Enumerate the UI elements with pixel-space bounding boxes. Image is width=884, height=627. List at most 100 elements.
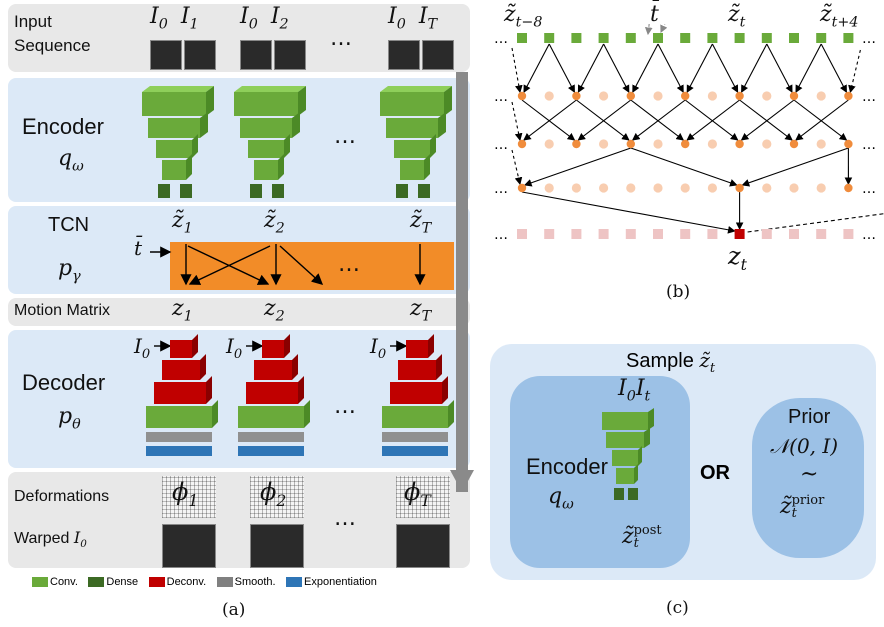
encoder-stack-3: [380, 86, 452, 198]
output-square: [599, 229, 609, 239]
decoder-stack-3: [382, 334, 454, 456]
input-square: [735, 33, 745, 43]
tcn-node-active: [627, 140, 635, 148]
edge-layer3: [631, 148, 737, 185]
edge-layer1: [604, 44, 629, 92]
edge-layer3: [743, 148, 849, 185]
encoder-stack-2: [234, 86, 306, 198]
tcn-node-inactive: [762, 139, 771, 148]
tcn-node-active: [735, 140, 743, 148]
caption-b: (b): [666, 282, 690, 302]
encoder-stack-1: [142, 86, 214, 198]
row-ellipsis: …: [494, 31, 508, 47]
row-ellipsis: …: [494, 137, 508, 153]
tcn-node-active: [735, 184, 743, 192]
panel-a-graphics: [0, 0, 480, 600]
tcn-node-active: [844, 92, 852, 100]
tcn-node-active: [735, 92, 743, 100]
edge-layer1: [687, 44, 712, 92]
edge-dashed: [512, 150, 520, 184]
row-ellipsis: …: [862, 181, 876, 197]
decoder-stack-2: [238, 334, 310, 456]
tcn-node-active: [844, 184, 852, 192]
edge-layer4: [522, 192, 735, 231]
caption-a: (a): [222, 600, 245, 620]
prior-output: z̃ prior t: [780, 494, 824, 520]
edge-layer2: [631, 100, 683, 140]
tcn-node-inactive: [653, 139, 662, 148]
input-square: [789, 33, 799, 43]
row-ellipsis: …: [862, 227, 876, 243]
tcn-node-inactive: [545, 91, 554, 100]
input-square: [653, 33, 663, 43]
edge-dashed: [512, 48, 520, 92]
output-square: [571, 229, 581, 239]
edge-layer2: [576, 100, 628, 140]
encoder-option-symbol: qω: [548, 484, 574, 512]
output-square: [843, 229, 853, 239]
input-square: [626, 33, 636, 43]
output-square: [517, 229, 527, 239]
tcn-node-inactive: [653, 183, 662, 192]
output-square: [680, 229, 690, 239]
edge-layer2: [742, 100, 794, 140]
tcn-node-inactive: [626, 183, 635, 192]
edge-layer2: [796, 100, 848, 140]
edge-layer1: [524, 44, 549, 92]
tcn-node-inactive: [817, 183, 826, 192]
edge-layer1: [821, 44, 846, 92]
row-ellipsis: …: [862, 137, 876, 153]
tcn-node-inactive: [708, 91, 717, 100]
tcn-node-active: [790, 92, 798, 100]
tcn-graph-layer: …………………………: [494, 24, 884, 243]
tcn-node-inactive: [817, 91, 826, 100]
edge-layer2: [578, 100, 630, 140]
tcn-node-inactive: [762, 183, 771, 192]
output-square: [653, 229, 663, 239]
tcn-node-inactive: [708, 183, 717, 192]
panel-c-encoder-graphic: [596, 408, 666, 520]
output-square: [626, 229, 636, 239]
edge-layer1: [578, 44, 603, 92]
edge-layer1: [796, 44, 821, 92]
row-ellipsis: …: [862, 89, 876, 105]
edge-dashed: [512, 102, 520, 140]
tcn-arrows: [150, 244, 420, 284]
tcn-node-active: [681, 140, 689, 148]
edge-layer2: [524, 100, 576, 140]
output-square: [544, 229, 554, 239]
tcn-node-inactive: [708, 139, 717, 148]
tcn-node-inactive: [653, 91, 662, 100]
tcn-node-active: [681, 92, 689, 100]
input-square: [843, 33, 853, 43]
edge-layer1: [658, 44, 683, 92]
prior-label: Prior: [788, 406, 830, 429]
tcn-node-inactive: [762, 91, 771, 100]
output-square: [762, 229, 772, 239]
input-square: [762, 33, 772, 43]
input-square: [517, 33, 527, 43]
tcn-node-active: [844, 140, 852, 148]
input-square: [544, 33, 554, 43]
input-square: [680, 33, 690, 43]
decoder-stack-1: [146, 334, 218, 456]
edge-dashed: [850, 50, 860, 92]
sample-title: Sample z̃t: [626, 348, 715, 376]
output-square: [707, 229, 717, 239]
input-square: [571, 33, 581, 43]
flow-arrow: [450, 72, 474, 492]
tcn-node-inactive: [789, 183, 798, 192]
edge-layer1: [742, 44, 767, 92]
edge-layer1: [633, 44, 658, 92]
edge-layer2: [794, 100, 846, 140]
edge-layer3: [525, 148, 631, 185]
tbar-arrow: [661, 24, 676, 32]
encoder-option-inputs: I0It: [618, 376, 650, 404]
edge-layer1: [767, 44, 792, 92]
tcn-node-active: [518, 140, 526, 148]
tcn-node-active: [790, 140, 798, 148]
tcn-node-inactive: [545, 183, 554, 192]
tcn-node-inactive: [817, 139, 826, 148]
input-square: [599, 33, 609, 43]
edge-layer2: [685, 100, 737, 140]
